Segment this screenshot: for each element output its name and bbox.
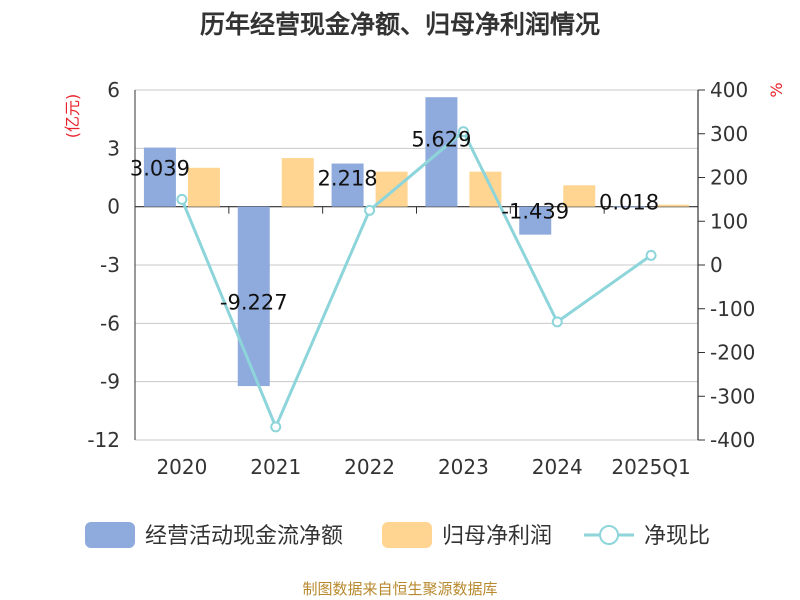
- data-label-cashflow: 5.629: [411, 127, 471, 151]
- ratio-line-path: [180, 129, 652, 431]
- y-left-unit: (亿元): [63, 94, 82, 139]
- y-left-tick-label: -9: [100, 370, 120, 394]
- legend-label-net-profit: 归母净利润: [442, 524, 552, 549]
- x-tick-label: 2023: [438, 455, 489, 479]
- y-right-tick-label: 400: [710, 78, 748, 102]
- y-right-tick-label: 300: [710, 122, 748, 146]
- y-left-tick-label: 3: [107, 136, 120, 160]
- y-right-tick-label: -100: [710, 297, 755, 321]
- ratio-line: [176, 126, 657, 433]
- ratio-point: [364, 204, 376, 216]
- x-tick-label: 2021: [250, 455, 301, 479]
- bar-net-profit: [281, 158, 314, 207]
- bar-cashflow: [143, 147, 176, 207]
- ratio-point: [176, 193, 188, 205]
- ratio-point: [457, 126, 469, 138]
- source-note: 制图数据来自恒生聚源数据库: [302, 580, 497, 598]
- data-label-cashflow: 3.039: [130, 157, 190, 181]
- bar-net-profit: [563, 185, 596, 207]
- y-left-tick-label: 6: [107, 78, 120, 102]
- legend-swatch-ratio-marker: [599, 525, 619, 545]
- y-right-tick-label: 200: [710, 166, 748, 190]
- data-label-cashflow: -9.227: [220, 291, 288, 315]
- data-label-cashflow: 2.218: [318, 166, 378, 190]
- y-right-tick-label: -400: [710, 428, 755, 452]
- y-right-tick-label: 100: [710, 209, 748, 233]
- data-labels: 3.039 -9.227 2.218 5.629 -1.439 0.018: [130, 127, 659, 314]
- legend-swatch-net-profit: [382, 522, 432, 548]
- bar-cashflow: [331, 163, 364, 207]
- x-tick-label: 2022: [344, 455, 395, 479]
- x-tick-label: 2020: [156, 455, 207, 479]
- ratio-point: [645, 249, 657, 261]
- legend: 经营活动现金流净额 归母净利润 净现比: [85, 522, 710, 549]
- data-label-cashflow: 0.018: [599, 191, 659, 215]
- legend-label-ratio: 净现比: [644, 524, 710, 549]
- x-tick-label: 2024: [532, 455, 583, 479]
- y-right-tick-label: 0: [710, 253, 723, 277]
- y-left-tick-label: 0: [107, 195, 120, 219]
- y-right-tick-label: -300: [710, 384, 755, 408]
- x-tick-label: 2025Q1: [611, 455, 690, 479]
- legend-label-cashflow: 经营活动现金流净额: [145, 524, 343, 549]
- data-label-cashflow: -1.439: [501, 199, 569, 223]
- y-right-unit: %: [767, 82, 786, 97]
- bar-cashflow: [613, 206, 646, 208]
- ratio-point: [551, 316, 563, 328]
- ratio-point: [270, 421, 282, 433]
- bar-net-profit: [187, 167, 220, 207]
- chart-title: 历年经营现金净额、归母净利润情况: [200, 10, 600, 39]
- bar-net-profit: [657, 204, 690, 207]
- axes: 6 3 0 -3 -6 -9 -12 400 300 200 100 0 -100 -200 -300 -40…: [63, 78, 786, 479]
- bar-cashflow: [237, 206, 270, 387]
- y-left-tick-label: -12: [87, 428, 120, 452]
- y-left-tick-label: -3: [100, 253, 120, 277]
- bar-cashflow: [519, 206, 552, 235]
- y-right-tick-label: -200: [710, 341, 755, 365]
- bars: [143, 97, 690, 387]
- legend-swatch-cashflow: [85, 522, 135, 548]
- y-left-tick-label: -6: [100, 311, 120, 335]
